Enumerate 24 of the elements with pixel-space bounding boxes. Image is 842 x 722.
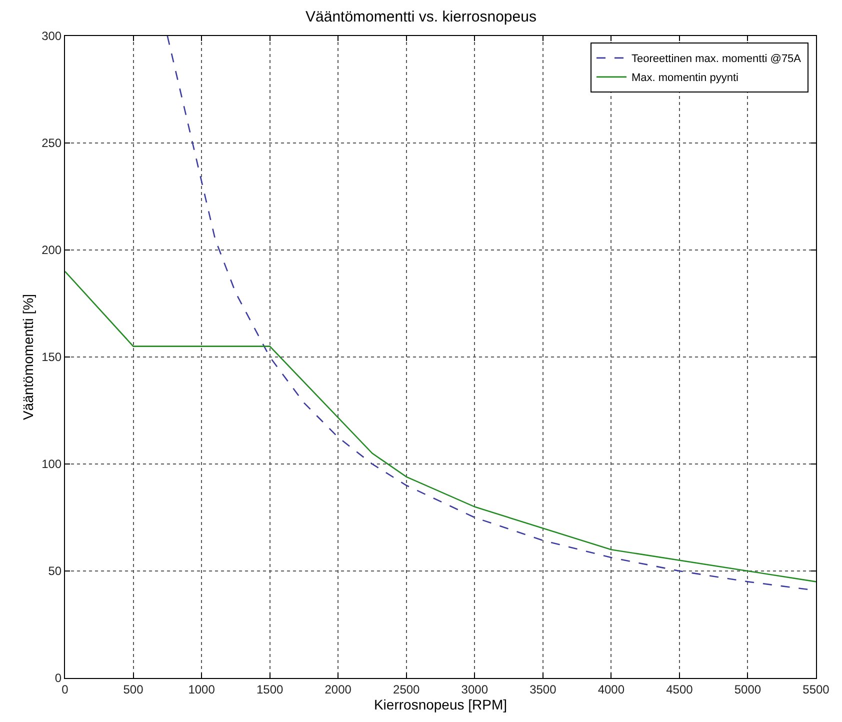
x-tick-label: 5500 [802, 682, 830, 696]
y-tick-label: 0 [54, 671, 62, 686]
y-axis-title: Vääntömomentti [%] [20, 294, 36, 420]
chart-title: Vääntömomentti vs. kierrosnopeus [306, 8, 536, 26]
x-tick-label: 4000 [598, 682, 625, 696]
x-tick-label: 5000 [734, 682, 762, 696]
x-tick-label: 1500 [256, 682, 284, 696]
y-tick-label: 200 [42, 243, 62, 258]
x-tick-label: 2500 [393, 682, 420, 696]
x-tick-label: 3000 [461, 682, 488, 696]
y-tick-label: 250 [42, 136, 62, 150]
legend-label: Teoreettinen max. momentti @75A [631, 53, 802, 66]
x-axis-title: Kierrosnopeus [RPM] [374, 696, 508, 713]
x-tick-label: 3500 [530, 682, 557, 696]
x-tick-label: 4500 [666, 682, 694, 696]
line-series [65, 270, 816, 582]
x-tick-label: 2000 [324, 682, 352, 696]
y-tick-label: 300 [42, 29, 62, 44]
y-tick-label: 150 [42, 350, 62, 364]
y-tick-label: 100 [42, 457, 62, 472]
x-tick-label: 500 [123, 682, 144, 696]
legend-label: Max. momentin pyynti [631, 72, 738, 84]
y-tick-label: 50 [48, 564, 62, 578]
x-tick-label: 1000 [188, 682, 216, 696]
